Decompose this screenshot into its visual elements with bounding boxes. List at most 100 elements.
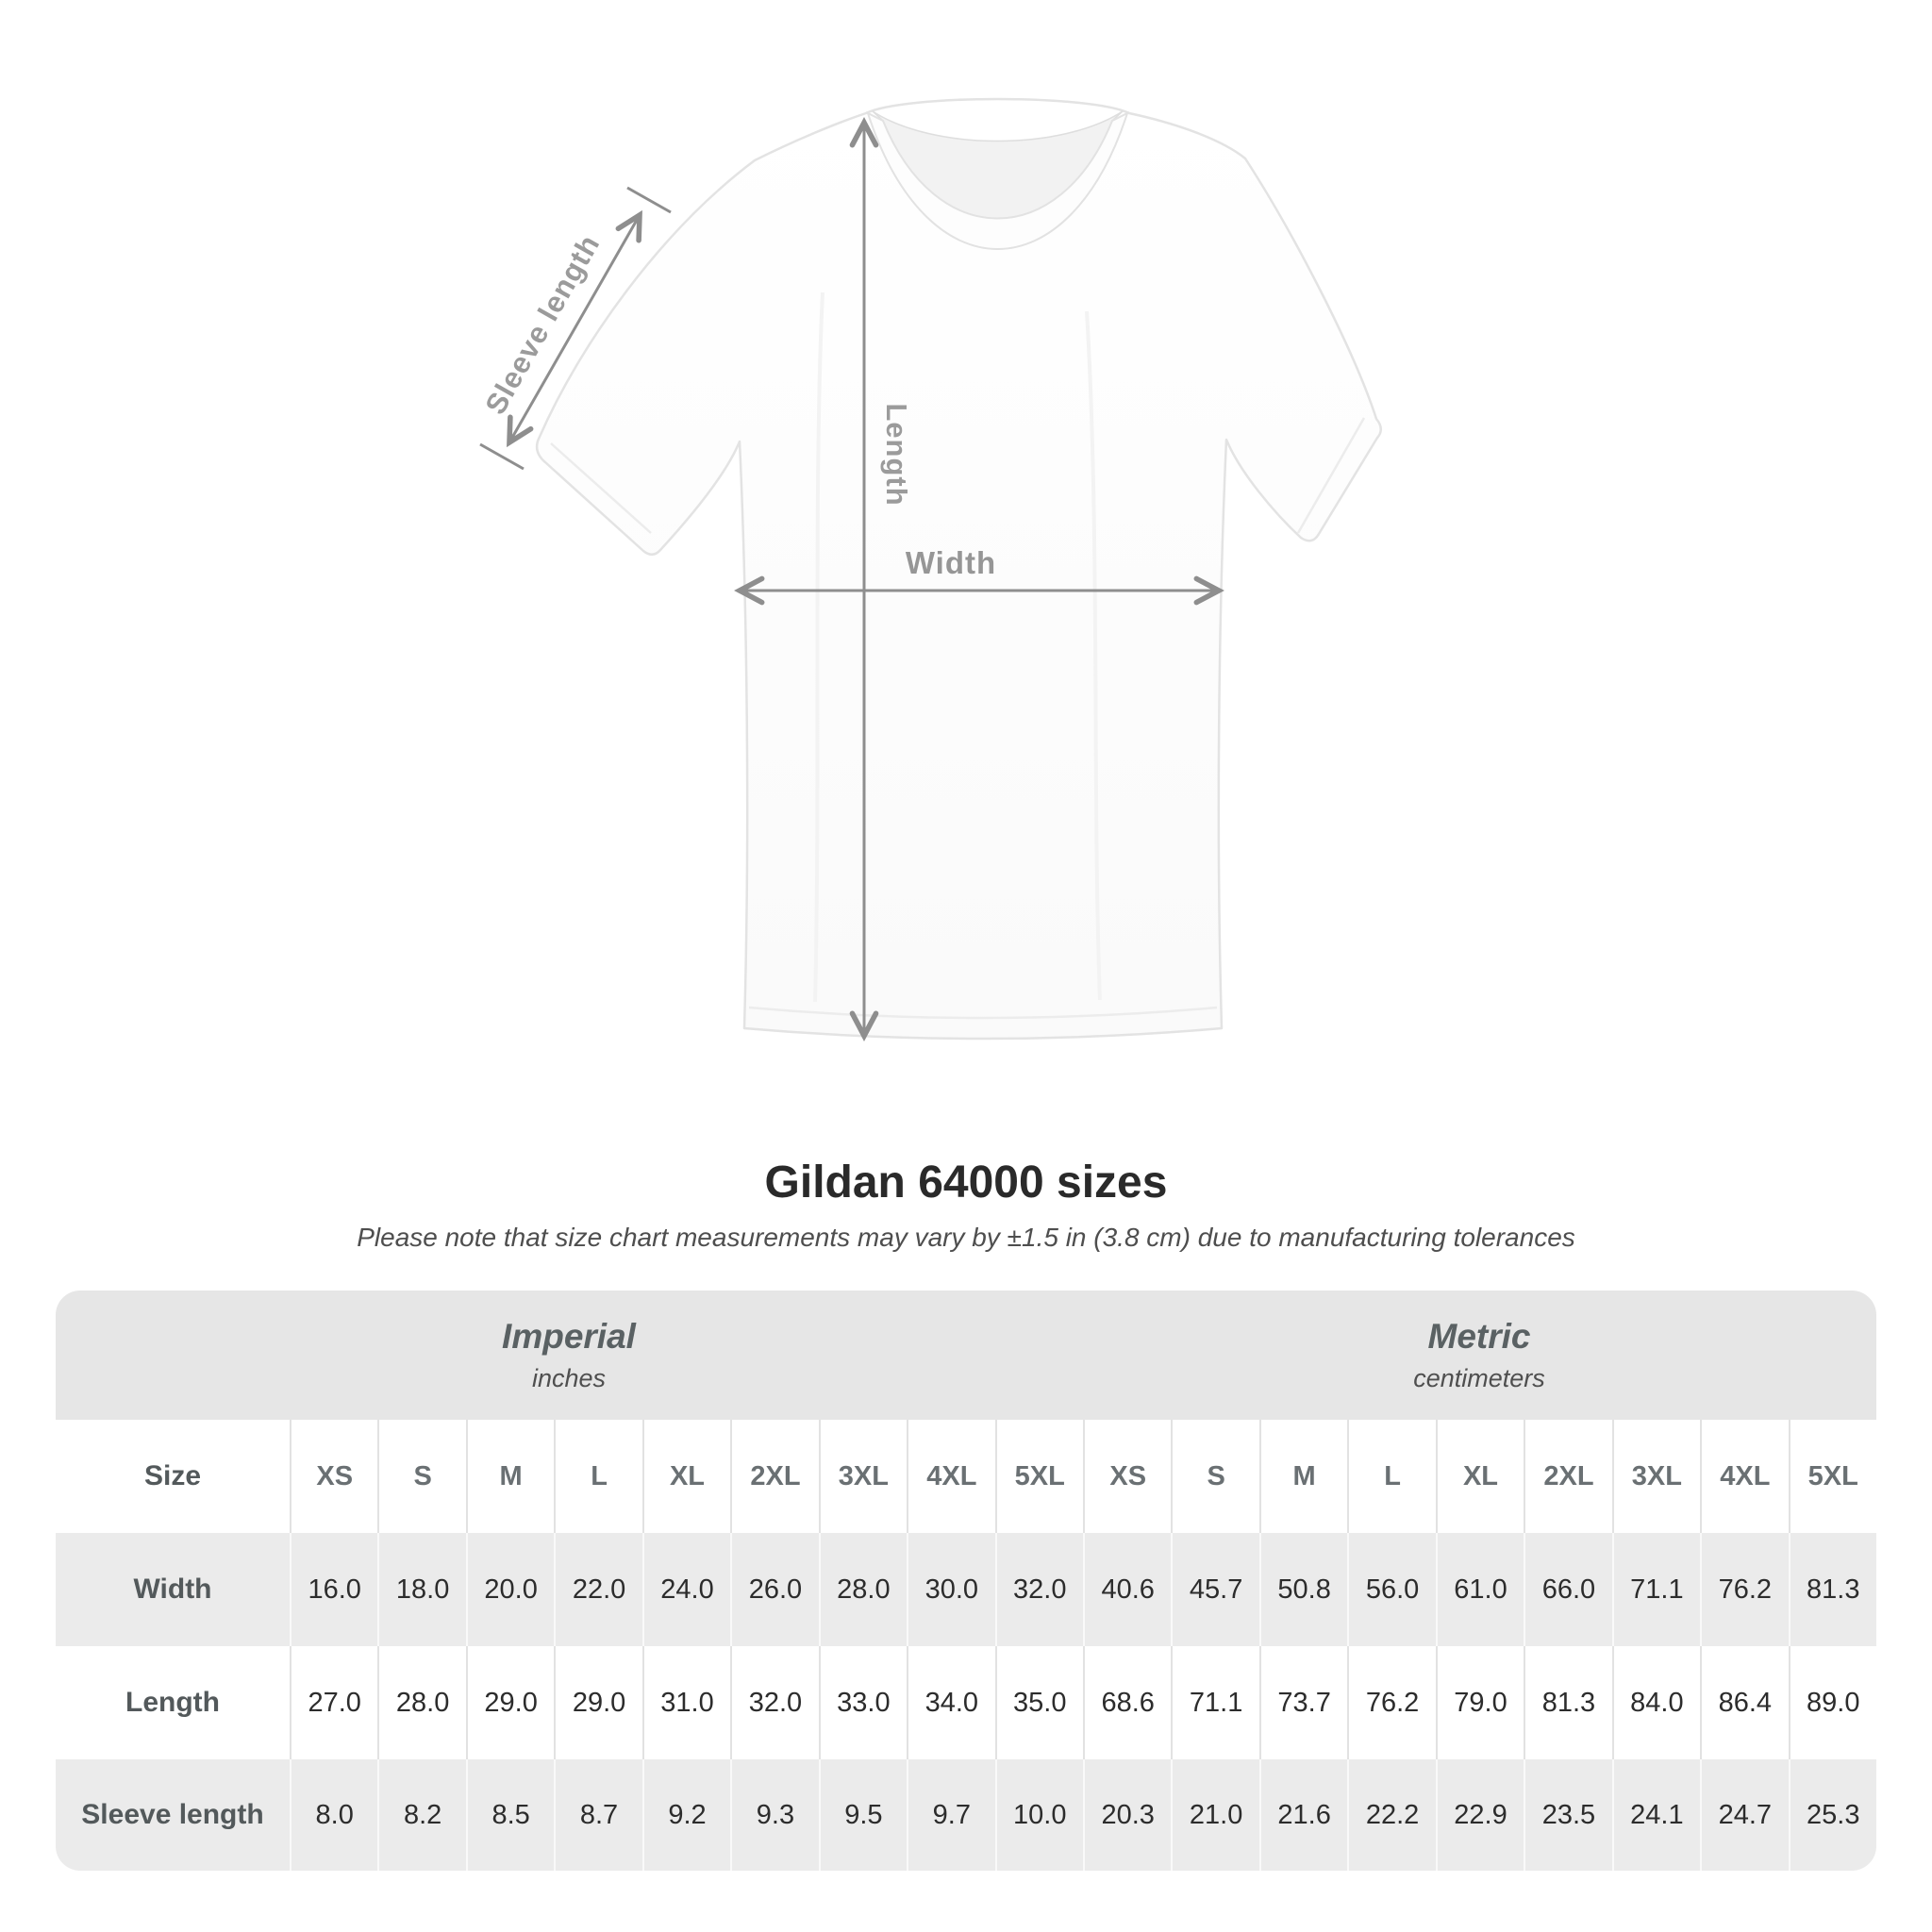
- tolerance-note: Please note that size chart measurements…: [357, 1223, 1575, 1252]
- value-cell: 68.6: [1082, 1646, 1171, 1759]
- value-cell: 22.9: [1435, 1759, 1524, 1871]
- value-cell: 50.8: [1258, 1533, 1347, 1646]
- size-column-header: Size: [143, 1460, 202, 1491]
- unit-header-band: Imperial inches Metric centimeters: [56, 1291, 1876, 1420]
- unit-sub-imperial: inches: [531, 1364, 607, 1392]
- size-header-cell: 5XL: [994, 1420, 1083, 1533]
- tshirt-size-diagram: Sleeve length Length Width: [478, 97, 1382, 1041]
- value-cell: 79.0: [1435, 1646, 1524, 1759]
- value-cell: 26.0: [730, 1533, 818, 1646]
- value-cell: 71.1: [1171, 1646, 1258, 1759]
- value-cell: 71.1: [1611, 1533, 1700, 1646]
- size-header-cell: XL: [1435, 1420, 1524, 1533]
- value-cell: 76.2: [1700, 1533, 1788, 1646]
- value-cell: 8.2: [377, 1759, 465, 1871]
- fabric-crease: [1085, 310, 1102, 1001]
- page-title: Gildan 64000 sizes: [764, 1158, 1168, 1208]
- size-header-cell: XL: [641, 1420, 730, 1533]
- unit-name-imperial: Imperial: [502, 1317, 636, 1356]
- value-cell: 40.6: [1082, 1533, 1171, 1646]
- sleeve-arrow-tick-top: [626, 186, 672, 214]
- value-cell: 8.5: [465, 1759, 554, 1871]
- sleeve-length-arrow: [507, 209, 642, 448]
- value-cell: 9.7: [907, 1759, 994, 1871]
- fabric-crease: [813, 291, 824, 1003]
- sizes-header-row: Size XS S M L XL 2XL 3XL 4XL 5XL XS S M …: [56, 1420, 1876, 1533]
- size-header-cell: 2XL: [730, 1420, 818, 1533]
- row-label: Width: [133, 1574, 212, 1605]
- hem-stitch: [748, 1006, 1218, 1020]
- value-cell: 22.0: [554, 1533, 641, 1646]
- size-header-cell: 2XL: [1524, 1420, 1611, 1533]
- length-label: Length: [880, 403, 913, 506]
- size-header-cell: 4XL: [907, 1420, 994, 1533]
- size-header-cell: L: [554, 1420, 641, 1533]
- value-cell: 24.1: [1611, 1759, 1700, 1871]
- value-cell: 89.0: [1788, 1646, 1876, 1759]
- value-cell: 73.7: [1258, 1646, 1347, 1759]
- value-cell: 25.3: [1788, 1759, 1876, 1871]
- value-cell: 22.2: [1347, 1759, 1435, 1871]
- value-cell: 76.2: [1347, 1646, 1435, 1759]
- value-cell: 61.0: [1435, 1533, 1524, 1646]
- unit-sub-metric: centimeters: [1413, 1364, 1545, 1392]
- value-cell: 32.0: [730, 1646, 818, 1759]
- value-cell: 10.0: [994, 1759, 1083, 1871]
- value-cell: 66.0: [1524, 1533, 1611, 1646]
- size-header-cell: S: [377, 1420, 465, 1533]
- value-cell: 33.0: [818, 1646, 907, 1759]
- row-label: Length: [125, 1687, 220, 1718]
- value-cell: 81.3: [1524, 1646, 1611, 1759]
- left-sleeve-stitch: [550, 442, 652, 534]
- width-label: Width: [906, 545, 996, 580]
- value-cell: 86.4: [1700, 1646, 1788, 1759]
- value-cell: 34.0: [907, 1646, 994, 1759]
- value-cell: 21.0: [1171, 1759, 1258, 1871]
- size-header-cell: M: [1258, 1420, 1347, 1533]
- value-cell: 20.0: [465, 1533, 554, 1646]
- value-cell: 45.7: [1171, 1533, 1258, 1646]
- size-header-cell: M: [465, 1420, 554, 1533]
- value-cell: 28.0: [377, 1646, 465, 1759]
- value-cell: 24.7: [1700, 1759, 1788, 1871]
- value-cell: 29.0: [465, 1646, 554, 1759]
- measurement-row-width: Width 16.0 18.0 20.0 22.0 24.0 26.0 28.0…: [56, 1533, 1876, 1646]
- value-cell: 20.3: [1082, 1759, 1171, 1871]
- size-header-cell: L: [1347, 1420, 1435, 1533]
- size-header-cell: S: [1171, 1420, 1258, 1533]
- value-cell: 18.0: [377, 1533, 465, 1646]
- collar-band: [866, 111, 1129, 250]
- measurement-row-length: Length 27.0 28.0 29.0 29.0 31.0 32.0 33.…: [56, 1646, 1876, 1759]
- value-cell: 29.0: [554, 1646, 641, 1759]
- value-cell: 9.5: [818, 1759, 907, 1871]
- value-cell: 27.0: [290, 1646, 377, 1759]
- size-header-cell: 4XL: [1700, 1420, 1788, 1533]
- value-cell: 21.6: [1258, 1759, 1347, 1871]
- value-cell: 81.3: [1788, 1533, 1876, 1646]
- value-cell: 30.0: [907, 1533, 994, 1646]
- size-header-cell: 3XL: [1611, 1420, 1700, 1533]
- value-cell: 84.0: [1611, 1646, 1700, 1759]
- size-header-cell: XS: [290, 1420, 377, 1533]
- value-cell: 8.7: [554, 1759, 641, 1871]
- size-header-cell: XS: [1082, 1420, 1171, 1533]
- value-cell: 31.0: [641, 1646, 730, 1759]
- sleeve-arrow-tick-bottom: [479, 442, 525, 471]
- value-cell: 28.0: [818, 1533, 907, 1646]
- value-cell: 32.0: [994, 1533, 1083, 1646]
- value-cell: 23.5: [1524, 1759, 1611, 1871]
- size-header-cell: 5XL: [1788, 1420, 1876, 1533]
- value-cell: 9.2: [641, 1759, 730, 1871]
- unit-name-metric: Metric: [1427, 1317, 1531, 1356]
- size-table: Imperial inches Metric centimeters Size …: [56, 1291, 1876, 1871]
- size-header-cell: 3XL: [818, 1420, 907, 1533]
- value-cell: 35.0: [994, 1646, 1083, 1759]
- value-cell: 8.0: [290, 1759, 377, 1871]
- unit-header-imperial: Imperial inches: [56, 1291, 1082, 1420]
- value-cell: 24.0: [641, 1533, 730, 1646]
- row-label: Sleeve length: [81, 1799, 264, 1830]
- value-cell: 9.3: [730, 1759, 818, 1871]
- measurement-row-sleeve-length: Sleeve length 8.0 8.2 8.5 8.7 9.2 9.3 9.…: [56, 1759, 1876, 1871]
- value-cell: 56.0: [1347, 1533, 1435, 1646]
